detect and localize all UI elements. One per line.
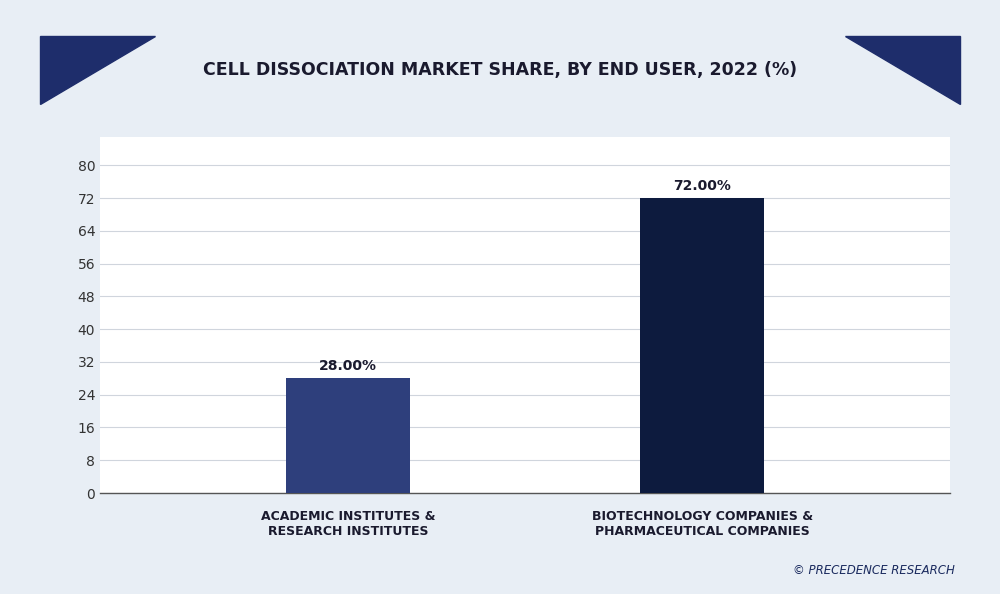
Text: 72.00%: 72.00% xyxy=(673,179,731,193)
Text: © PRECEDENCE RESEARCH: © PRECEDENCE RESEARCH xyxy=(793,564,955,577)
Text: 28.00%: 28.00% xyxy=(319,359,377,374)
Text: CELL DISSOCIATION MARKET SHARE, BY END USER, 2022 (%): CELL DISSOCIATION MARKET SHARE, BY END U… xyxy=(203,61,797,79)
Bar xyxy=(286,378,410,493)
Bar xyxy=(640,198,764,493)
